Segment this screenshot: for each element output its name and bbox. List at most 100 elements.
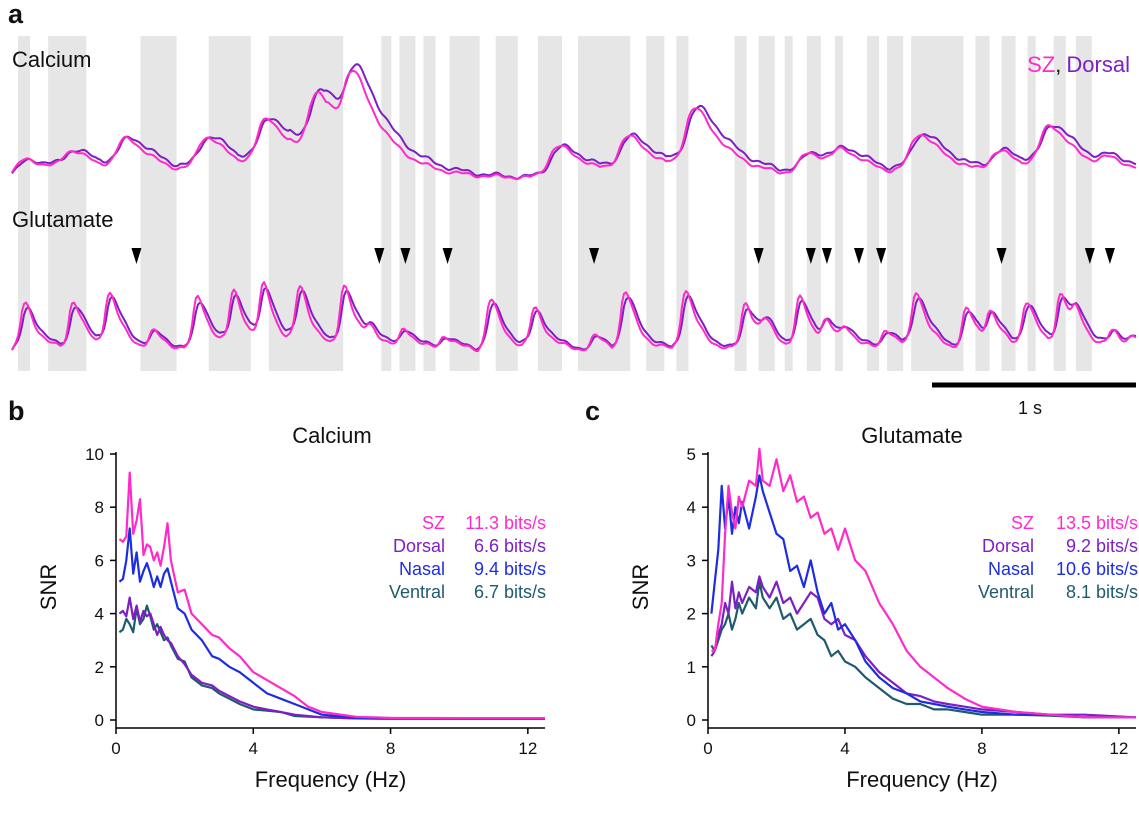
x-tick-label: 12 bbox=[1109, 739, 1128, 758]
calcium-traces bbox=[11, 63, 1137, 181]
y-tick-label: 4 bbox=[95, 605, 104, 624]
stimulus-interval bbox=[887, 36, 904, 371]
x-axis-label: Frequency (Hz) bbox=[255, 767, 407, 792]
x-tick-label: 8 bbox=[386, 739, 395, 758]
series-line-dorsal bbox=[118, 596, 545, 720]
arrowhead-marker bbox=[876, 248, 887, 264]
stimulus-interval bbox=[140, 36, 177, 371]
legend-value: 6.7 bits/s bbox=[474, 582, 546, 602]
stimulus-interval bbox=[734, 36, 747, 371]
arrowhead-marker bbox=[821, 248, 832, 264]
stimulus-interval bbox=[1053, 36, 1066, 371]
panel-c-title: Glutamate bbox=[861, 423, 963, 448]
legend-name: Nasal bbox=[988, 559, 1034, 579]
time-scalebar-label: 1 s bbox=[1018, 398, 1042, 418]
legend-value: 8.1 bits/s bbox=[1066, 582, 1138, 602]
panel-b-plot: 0 2 4 6 8 10 0 4 8 12 Frequency (Hz) SNR SZ 11.3 bits… bbox=[36, 445, 546, 792]
stimulus-interval bbox=[18, 36, 31, 371]
y-tick-label: 0 bbox=[95, 711, 104, 730]
legend-name: Ventral bbox=[389, 582, 445, 602]
series-line-dorsal bbox=[710, 575, 1137, 719]
stimulus-interval bbox=[834, 36, 843, 371]
calcium-sz-trace bbox=[11, 70, 1137, 181]
y-tick-label: 4 bbox=[687, 498, 696, 517]
series-line-sz bbox=[711, 447, 1136, 719]
legend-name: Dorsal bbox=[982, 536, 1034, 556]
y-tick-label: 2 bbox=[95, 658, 104, 677]
y-tick-label: 0 bbox=[687, 711, 696, 730]
stimulus-interval bbox=[975, 36, 990, 371]
arrowhead-marker bbox=[400, 248, 411, 264]
stimulus-interval bbox=[911, 36, 964, 371]
legend-name: Nasal bbox=[399, 559, 445, 579]
panel-b-title: Calcium bbox=[292, 423, 371, 448]
stimulus-interval bbox=[646, 36, 665, 371]
y-tick-label: 3 bbox=[687, 551, 696, 570]
glutamate-trace-label: Glutamate bbox=[12, 207, 114, 232]
y-tick-label: 2 bbox=[687, 605, 696, 624]
stimulus-interval bbox=[758, 36, 775, 371]
arrowhead-marker bbox=[1084, 248, 1095, 264]
arrowhead-marker bbox=[753, 248, 764, 264]
legend-value: 9.2 bits/s bbox=[1066, 536, 1138, 556]
stimulus-interval bbox=[784, 36, 793, 371]
x-tick-label: 12 bbox=[518, 739, 537, 758]
legend-value: 11.3 bits/s bbox=[465, 513, 546, 533]
stimulus-interval bbox=[449, 36, 480, 371]
legend-value: 10.6 bits/s bbox=[1056, 559, 1138, 579]
arrowhead-markers bbox=[131, 248, 1115, 264]
series-line-ventral bbox=[710, 580, 1136, 719]
stimulus-interval bbox=[1075, 36, 1092, 371]
arrowhead-marker bbox=[589, 248, 600, 264]
y-tick-label: 10 bbox=[85, 445, 104, 464]
y-tick-label: 8 bbox=[95, 498, 104, 517]
legend-sz: SZ bbox=[1027, 52, 1055, 77]
arrowhead-marker bbox=[374, 248, 385, 264]
x-axis-label: Frequency (Hz) bbox=[846, 767, 998, 792]
stimulus-interval bbox=[48, 36, 87, 371]
calcium-trace-label: Calcium bbox=[12, 47, 91, 72]
arrowhead-marker bbox=[442, 248, 453, 264]
legend-value: 9.4 bits/s bbox=[474, 559, 546, 579]
glutamate-dorsal-trace bbox=[11, 286, 1137, 351]
legend-value: 13.5 bits/s bbox=[1056, 513, 1138, 533]
arrowhead-marker bbox=[805, 248, 816, 264]
panel-label-a: a bbox=[8, 0, 24, 29]
stimulus-interval bbox=[676, 36, 689, 371]
stimulus-interval bbox=[1001, 36, 1016, 371]
x-tick-label: 4 bbox=[249, 739, 258, 758]
trace-legend: SZ, Dorsal bbox=[1027, 52, 1130, 77]
y-axis-label: SNR bbox=[36, 564, 61, 610]
stimulus-interval bbox=[381, 36, 392, 371]
arrowhead-marker bbox=[996, 248, 1007, 264]
legend-name: SZ bbox=[422, 513, 445, 533]
panel-label-b: b bbox=[8, 396, 25, 426]
y-tick-label: 5 bbox=[687, 445, 696, 464]
y-tick-label: 6 bbox=[95, 551, 104, 570]
y-tick-label: 1 bbox=[687, 658, 696, 677]
legend-name: Dorsal bbox=[393, 536, 445, 556]
stimulus-interval bbox=[867, 36, 880, 371]
x-tick-label: 4 bbox=[840, 739, 849, 758]
arrowhead-marker bbox=[131, 248, 142, 264]
stimulus-interval bbox=[495, 36, 518, 371]
stimulus-interval bbox=[423, 36, 436, 371]
series-line-sz bbox=[118, 471, 545, 720]
x-tick-label: 8 bbox=[977, 739, 986, 758]
x-tick-label: 0 bbox=[703, 739, 712, 758]
calcium-dorsal-trace bbox=[11, 63, 1137, 180]
panel-a-traces: a Calcium Glutamate SZ, Dorsal 1 s bbox=[8, 0, 1137, 418]
panel-b-calcium-snr: b Calcium 0 2 4 6 8 10 0 4 8 12 Frequency (Hz) SNR S… bbox=[8, 396, 546, 792]
legend-comma: , bbox=[1055, 52, 1061, 77]
x-tick-label: 0 bbox=[111, 739, 120, 758]
arrowhead-marker bbox=[854, 248, 865, 264]
series-line-nasal bbox=[118, 527, 545, 720]
stimulus-interval bbox=[1027, 36, 1036, 371]
stimulus-interval bbox=[399, 36, 416, 371]
legend-name: Ventral bbox=[978, 582, 1034, 602]
y-axis-label: SNR bbox=[628, 564, 653, 610]
panel-label-c: c bbox=[585, 396, 600, 426]
